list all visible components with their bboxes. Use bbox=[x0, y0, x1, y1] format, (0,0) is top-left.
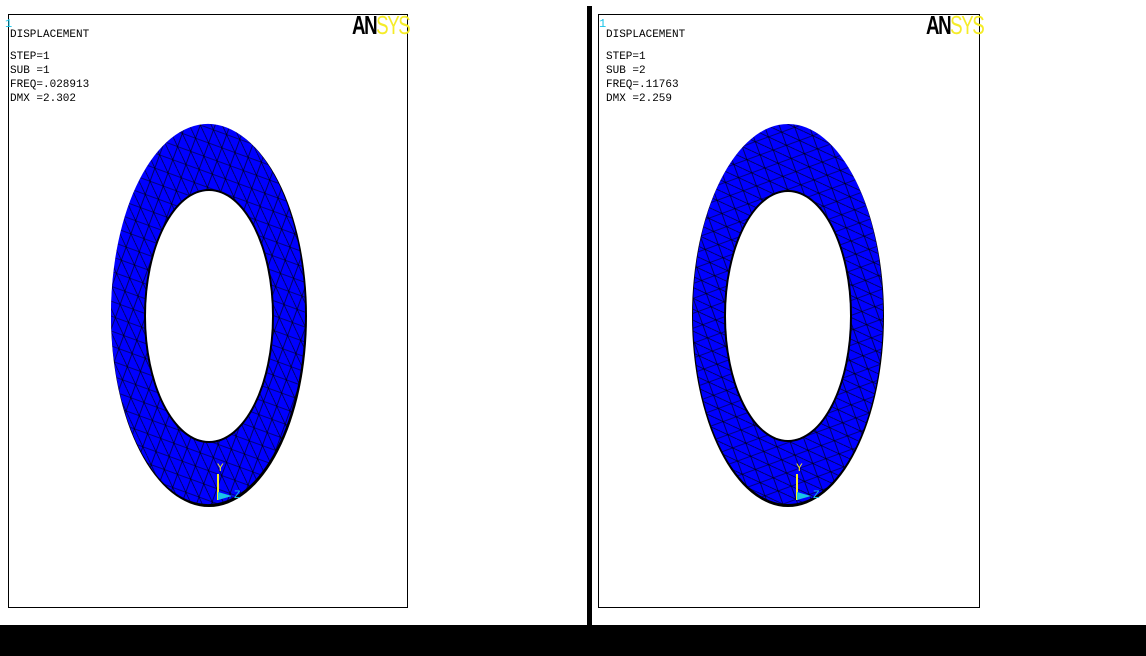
window-divider bbox=[587, 6, 592, 626]
graphics-window-left[interactable]: Y Z 1 DISPLACEMENT STEP=1 SUB =1 FREQ=.0… bbox=[0, 0, 587, 625]
step-value: STEP=1 bbox=[606, 51, 646, 63]
coordinate-triad: Y Z bbox=[796, 463, 820, 502]
result-title: DISPLACEMENT bbox=[10, 29, 90, 41]
graphics-window-right[interactable]: Y Z 1 DISPLACEMENT STEP=1 SUB =2 FREQ=.1… bbox=[592, 0, 1146, 625]
frequency-value: FREQ=.028913 bbox=[10, 79, 90, 91]
ansys-logo: ANSYS bbox=[352, 10, 411, 40]
coordinate-triad: Y Z bbox=[217, 463, 241, 502]
max-displacement-value: DMX =2.302 bbox=[10, 93, 77, 105]
window-number: 1 bbox=[5, 17, 13, 31]
step-value: STEP=1 bbox=[10, 51, 50, 63]
window-number: 1 bbox=[599, 17, 607, 31]
ring-mesh-model: Y Z bbox=[692, 124, 884, 507]
triad-y-label: Y bbox=[217, 463, 224, 475]
bottom-bar bbox=[0, 625, 1146, 656]
substep-value: SUB =1 bbox=[10, 65, 50, 77]
ansys-logo: ANSYS bbox=[926, 10, 985, 40]
ring-mesh-model: Y Z bbox=[110, 123, 307, 507]
triad-z-label: Z bbox=[234, 490, 241, 502]
triad-z-label: Z bbox=[813, 490, 820, 502]
substep-value: SUB =2 bbox=[606, 65, 646, 77]
result-info: DISPLACEMENT STEP=1 SUB =2 FREQ=.11763 D… bbox=[606, 28, 685, 106]
triad-y-label: Y bbox=[796, 463, 803, 475]
max-displacement-value: DMX =2.259 bbox=[606, 93, 673, 105]
result-title: DISPLACEMENT bbox=[606, 29, 686, 41]
result-info: DISPLACEMENT STEP=1 SUB =1 FREQ=.028913 … bbox=[10, 28, 89, 106]
frequency-value: FREQ=.11763 bbox=[606, 79, 679, 91]
